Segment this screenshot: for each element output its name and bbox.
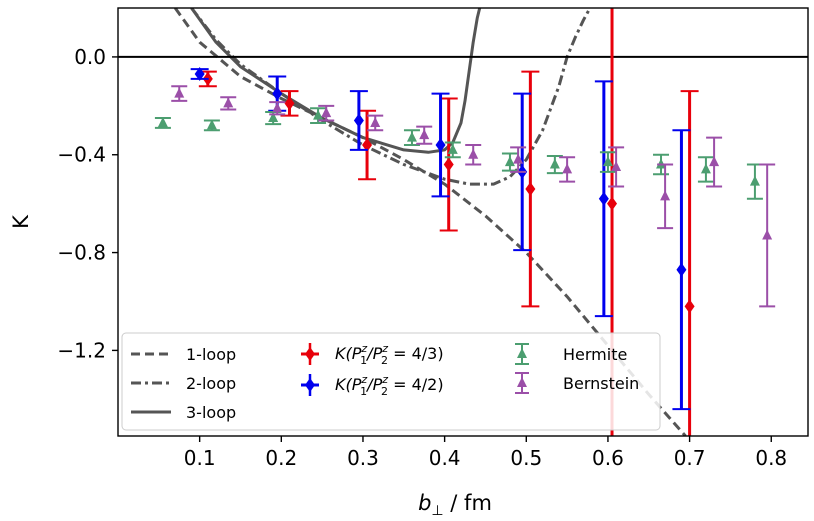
data-point — [439, 97, 458, 232]
data-point — [594, 80, 613, 318]
series-0 — [198, 8, 699, 436]
y-tick-label: −1.2 — [57, 338, 106, 362]
x-axis-label: b⊥ / fm — [418, 491, 492, 519]
legend-ratio43-label: K(Pz 1/Pz 2 = 4/3) — [335, 342, 444, 367]
data-point — [431, 92, 450, 198]
data-point — [706, 136, 723, 188]
data-point — [546, 154, 563, 175]
data-point — [608, 146, 625, 188]
y-tick-label: −0.4 — [57, 143, 106, 167]
data-point — [465, 143, 482, 166]
legend-hermite-label: Hermite — [563, 345, 627, 364]
data-point — [403, 129, 420, 146]
data-point — [521, 70, 540, 308]
legend-bernstein-label: Bernstein — [563, 374, 639, 393]
legend-hermite-swatch — [515, 343, 529, 365]
legend-3loop-label: 3-loop — [186, 403, 236, 422]
x-axis-ticks: 0.1 0.2 0.3 0.4 0.5 0.6 0.7 0.8 — [184, 436, 787, 470]
x-tick-label: 0.2 — [265, 446, 297, 470]
legend-1loop-label: 1-loop — [186, 345, 236, 364]
plot-frame — [117, 7, 809, 437]
data-point — [318, 104, 335, 122]
legend-bernstein-swatch — [515, 372, 529, 394]
x-tick-label: 0.7 — [674, 446, 706, 470]
data-point — [759, 163, 776, 308]
y-axis-label: K — [9, 214, 33, 229]
legend: 1-loop 2-loop 3-loop K(Pz 1/Pz 2 = 4/3) K(… — [121, 332, 661, 431]
data-point — [672, 129, 691, 411]
data-point — [559, 156, 576, 183]
data-point — [599, 151, 616, 173]
data-point — [444, 141, 461, 159]
data-point — [697, 156, 714, 183]
data-point — [680, 90, 699, 436]
y-tick-label: −0.8 — [57, 241, 106, 265]
y-tick-label: 0.0 — [74, 45, 106, 69]
legend-ratio42-label: K(Pz 1/Pz 2 = 4/2) — [335, 373, 444, 398]
legend-ratio43-swatch — [301, 343, 319, 365]
data-point — [190, 67, 209, 82]
data-point — [657, 163, 674, 230]
data-series — [154, 8, 776, 436]
x-tick-label: 0.1 — [184, 446, 216, 470]
data-point — [269, 101, 286, 116]
data-point — [171, 85, 188, 102]
data-point — [310, 107, 327, 124]
series-3 — [171, 85, 776, 308]
data-point — [280, 90, 299, 117]
x-tick-label: 0.4 — [429, 446, 461, 470]
data-point — [416, 125, 433, 145]
data-point — [349, 90, 368, 151]
x-tick-label: 0.5 — [510, 446, 542, 470]
data-point — [203, 119, 220, 132]
series-1 — [190, 67, 691, 411]
data-point — [501, 152, 518, 172]
legend-2loop-label: 2-loop — [186, 374, 236, 393]
x-tick-label: 0.3 — [347, 446, 379, 470]
x-tick-label: 0.6 — [592, 446, 624, 470]
data-point — [220, 96, 237, 111]
data-point — [367, 114, 384, 132]
legend-ratio42-swatch — [301, 374, 319, 396]
series-2 — [154, 107, 763, 200]
x-tick-label: 0.8 — [755, 446, 787, 470]
data-point — [358, 109, 377, 181]
data-point — [154, 116, 171, 129]
data-point — [510, 146, 527, 173]
y-axis-ticks: 0.0 −0.4 −0.8 −1.2 — [57, 45, 118, 362]
